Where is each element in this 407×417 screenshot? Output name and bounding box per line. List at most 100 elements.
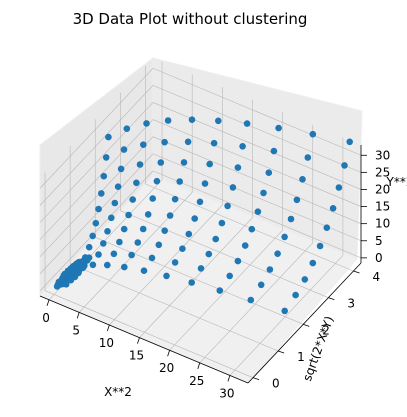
data-point	[143, 120, 150, 127]
data-point	[89, 232, 96, 240]
data-point	[254, 208, 262, 215]
data-point	[100, 172, 108, 180]
data-point	[292, 291, 299, 299]
data-point	[89, 261, 97, 269]
data-point	[205, 250, 213, 258]
grid-line-z	[39, 136, 154, 257]
data-point	[116, 238, 123, 246]
data-point	[247, 296, 255, 304]
data-point	[95, 251, 102, 258]
chart-title: 3D Data Plot without clustering	[73, 10, 308, 28]
grid-line-z	[39, 68, 154, 189]
data-point	[140, 141, 147, 148]
data-point	[82, 254, 89, 261]
grid-line-z	[39, 102, 154, 223]
data-point	[140, 267, 148, 275]
data-point	[274, 250, 281, 257]
data-point	[153, 177, 161, 185]
z-tick-label: 20	[375, 182, 390, 196]
data-point	[148, 254, 156, 262]
data-point	[125, 211, 132, 219]
z-tick-label: 10	[375, 217, 390, 231]
x-tick-label: 30	[219, 386, 234, 400]
y-tick-label: 0	[272, 377, 280, 391]
data-point	[304, 154, 312, 161]
x-tick-label: 15	[129, 349, 144, 363]
data-point	[341, 162, 348, 169]
data-point	[188, 279, 195, 286]
data-point	[201, 180, 209, 187]
data-point	[180, 159, 188, 166]
data-point	[196, 198, 204, 206]
x-tick-label: 10	[99, 336, 114, 350]
data-point	[102, 154, 110, 161]
x-tick-label: 5	[72, 323, 80, 337]
x-tick-mark	[46, 299, 50, 306]
data-point	[323, 224, 331, 231]
grid-line-z	[39, 153, 154, 274]
data-point	[215, 117, 222, 125]
data-point	[212, 235, 219, 243]
z-tick-label: 25	[375, 165, 390, 179]
data-point	[275, 124, 282, 132]
data-point	[95, 205, 102, 213]
data-point	[185, 230, 193, 238]
data-point	[229, 184, 237, 191]
data-point	[128, 251, 135, 259]
data-point	[171, 259, 179, 266]
data-point	[281, 233, 288, 241]
grid-line-z	[152, 85, 362, 173]
data-point	[110, 250, 118, 258]
grid-line-z	[152, 119, 362, 207]
x-axis-line	[39, 295, 249, 384]
data-point	[243, 120, 251, 127]
x-tick-mark	[227, 375, 231, 382]
z-tick-label: 5	[375, 234, 383, 248]
data-points	[53, 116, 354, 315]
y-axis-line	[247, 262, 362, 384]
data-point	[139, 225, 147, 233]
grid-line-z	[39, 170, 154, 292]
grid-line-x	[229, 255, 344, 376]
data-point	[85, 243, 93, 251]
data-point	[129, 196, 136, 203]
data-point	[188, 116, 196, 123]
z-tick-label: 0	[375, 251, 383, 265]
data-point	[179, 245, 186, 252]
data-point	[248, 225, 256, 233]
z-axis-label: Y**2	[386, 175, 407, 189]
data-point	[104, 228, 111, 235]
data-point	[149, 195, 156, 202]
data-point	[164, 117, 172, 124]
x-tick-mark	[197, 362, 201, 369]
data-point	[108, 214, 115, 222]
tick-labels: 0 5 10 15 20 25 30 0 1 2 3 4 0 5 10 15 20 25 30	[42, 148, 390, 400]
data-point	[157, 159, 165, 166]
grid-line-y	[120, 210, 329, 298]
data-point	[197, 265, 205, 272]
data-point	[104, 261, 111, 269]
data-point	[218, 219, 226, 227]
x-tick-mark	[106, 324, 110, 332]
data-point	[144, 211, 152, 218]
grid-line-x	[78, 192, 193, 313]
data-point	[161, 138, 168, 146]
x-tick-mark	[76, 312, 80, 319]
data-point	[287, 215, 295, 223]
grid-line-x	[139, 217, 253, 338]
data-point	[166, 212, 174, 219]
x-axis-label: X**2	[104, 385, 132, 399]
data-point	[92, 219, 100, 227]
data-point	[163, 272, 170, 280]
data-point	[216, 287, 224, 294]
data-point	[120, 225, 128, 233]
data-point	[191, 215, 198, 222]
data-point	[293, 196, 301, 204]
y-tick-label: 1	[297, 350, 305, 364]
data-point	[266, 266, 274, 273]
data-point	[176, 178, 183, 185]
data-point	[133, 179, 140, 187]
data-point	[105, 133, 112, 141]
x-tick-label: 0	[42, 311, 50, 325]
data-point	[111, 199, 119, 207]
